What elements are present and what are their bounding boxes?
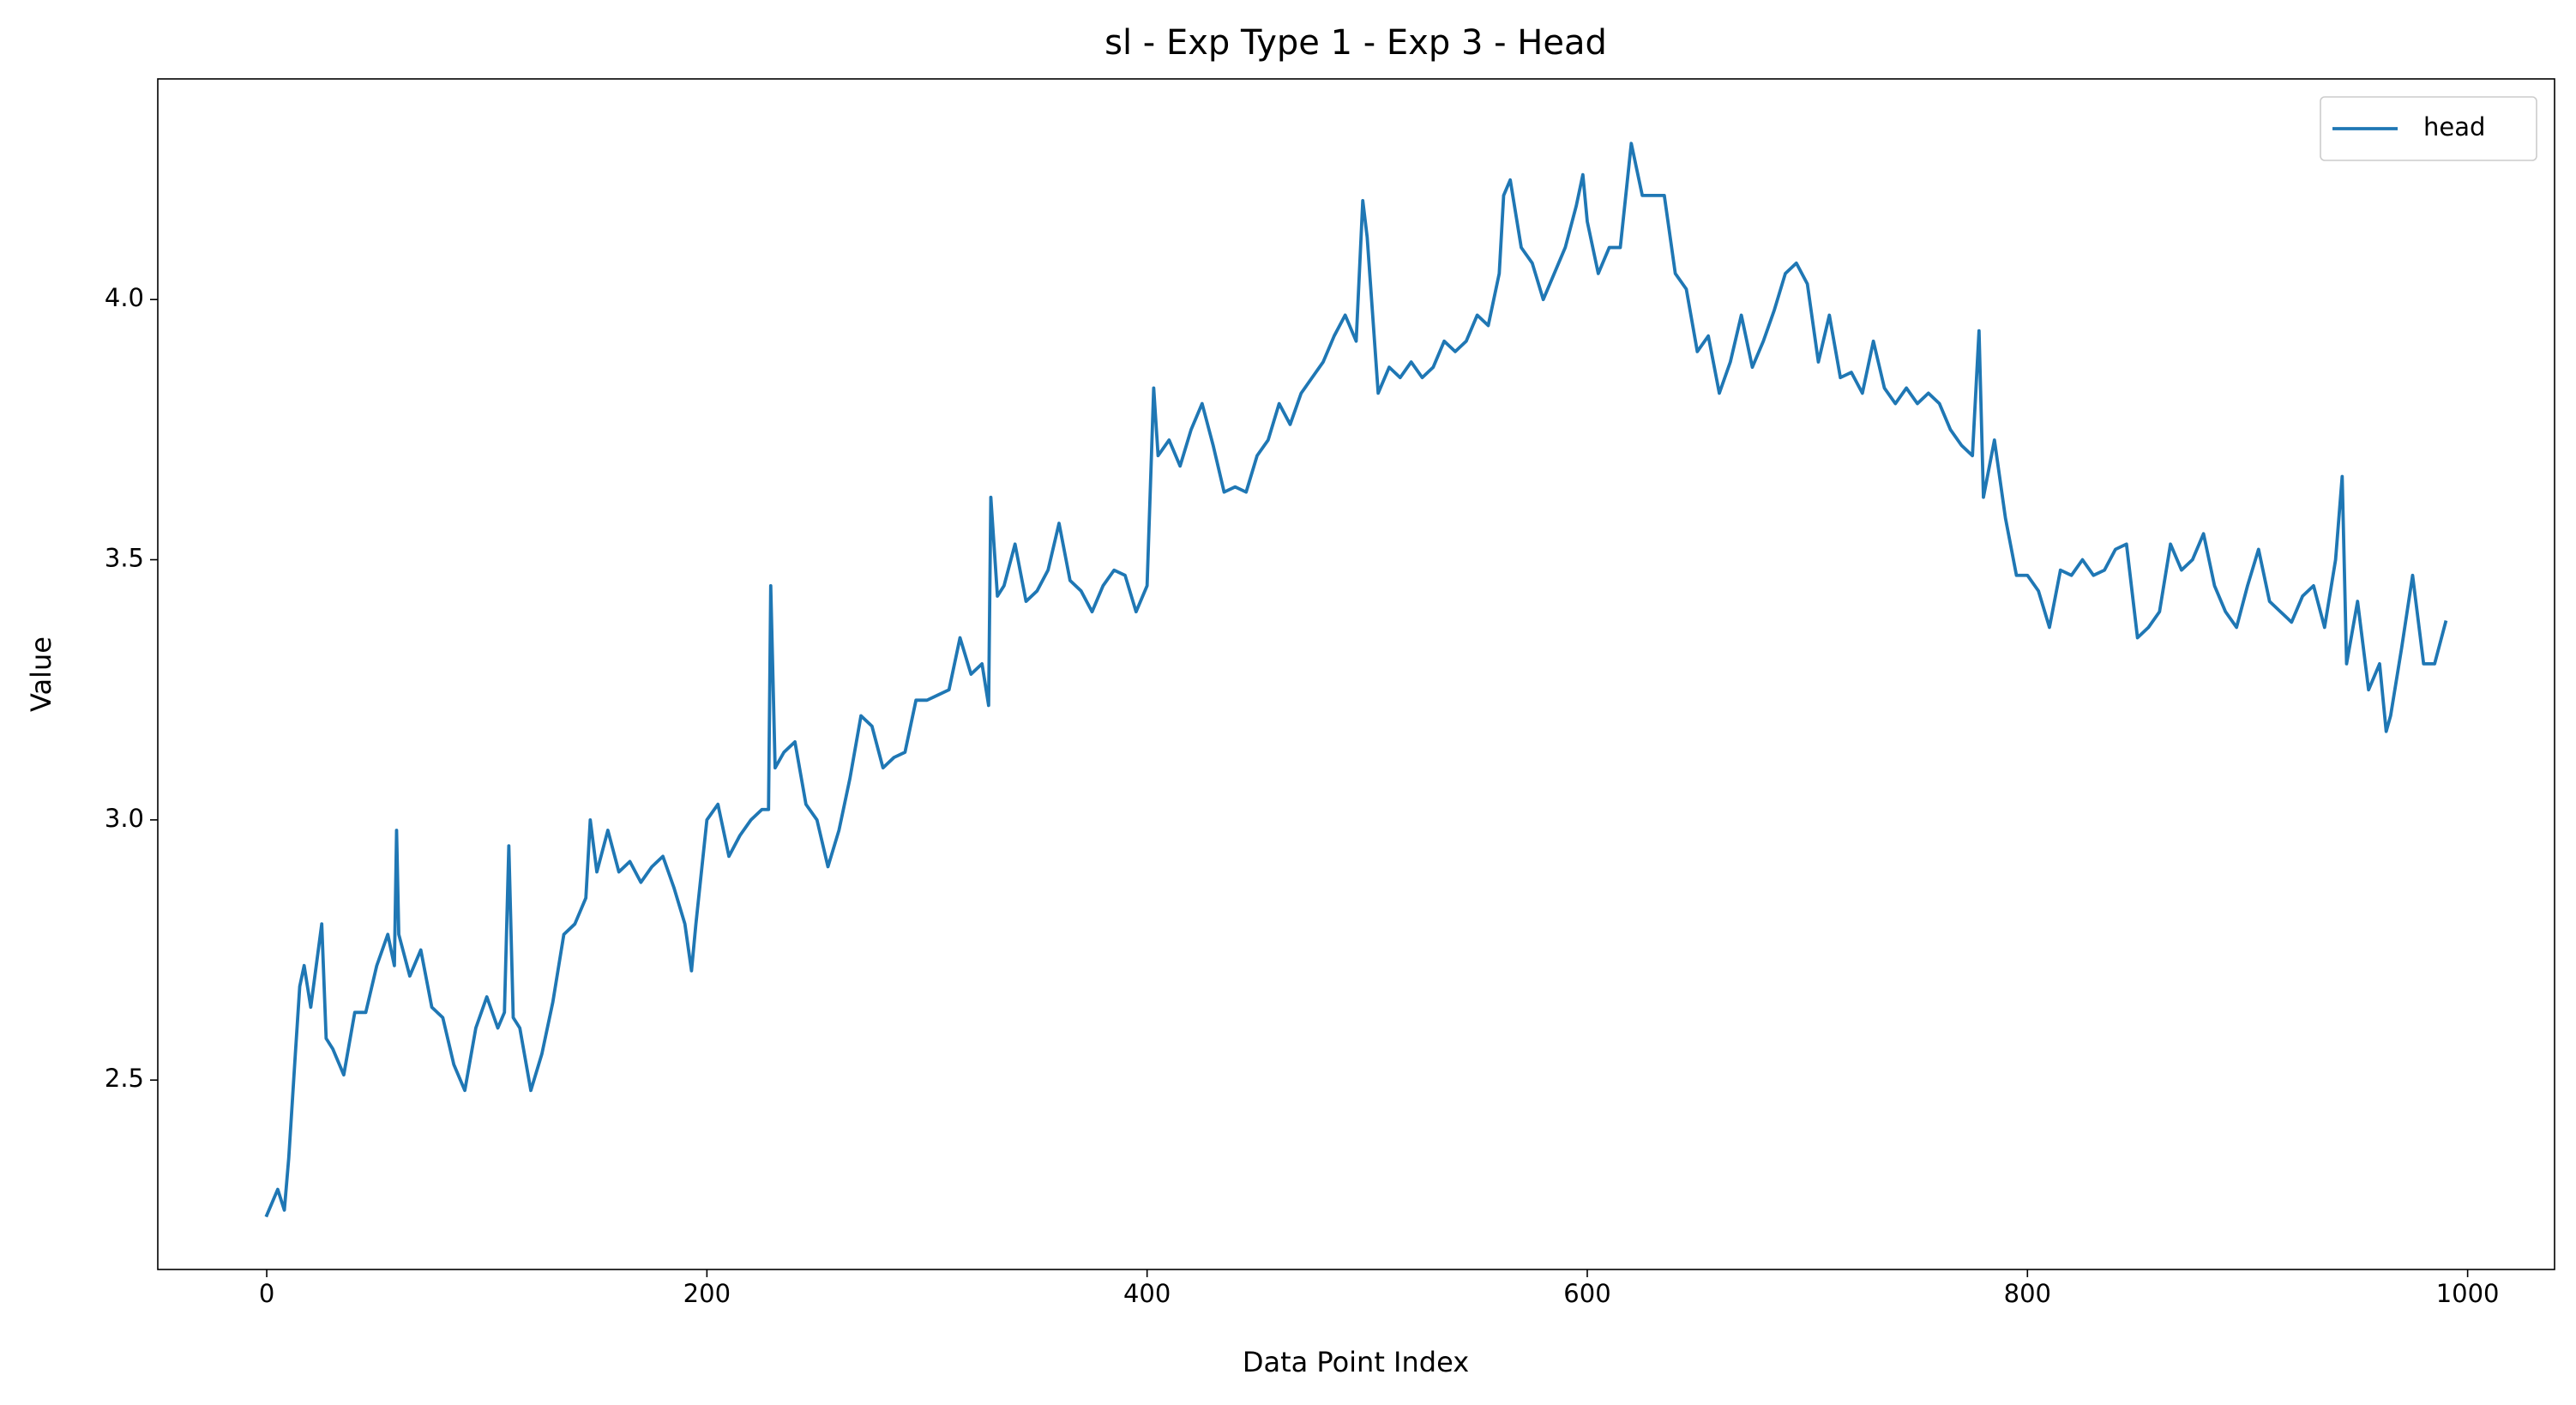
legend-box xyxy=(2320,96,2537,161)
y-tick-label: 2.5 xyxy=(105,1064,144,1093)
y-tick-label: 3.5 xyxy=(105,544,144,573)
x-tick-label: 800 xyxy=(2004,1279,2051,1308)
x-tick-label: 400 xyxy=(1123,1279,1171,1308)
line-series xyxy=(264,142,2448,1218)
plot-frame xyxy=(157,78,2555,1270)
x-tick-label: 600 xyxy=(1563,1279,1610,1308)
chart-title: sl - Exp Type 1 - Exp 3 - Head xyxy=(1104,23,1607,63)
x-tick-label: 1000 xyxy=(2436,1279,2500,1308)
x-tick-label: 0 xyxy=(259,1279,274,1308)
y-tick-label: 4.0 xyxy=(105,283,144,312)
legend-label: head xyxy=(2423,112,2485,142)
x-axis-label: Data Point Index xyxy=(1243,1346,1469,1378)
x-tick-label: 200 xyxy=(683,1279,731,1308)
y-axis-label: Value xyxy=(25,636,57,712)
y-tick-label: 3.0 xyxy=(105,804,144,833)
